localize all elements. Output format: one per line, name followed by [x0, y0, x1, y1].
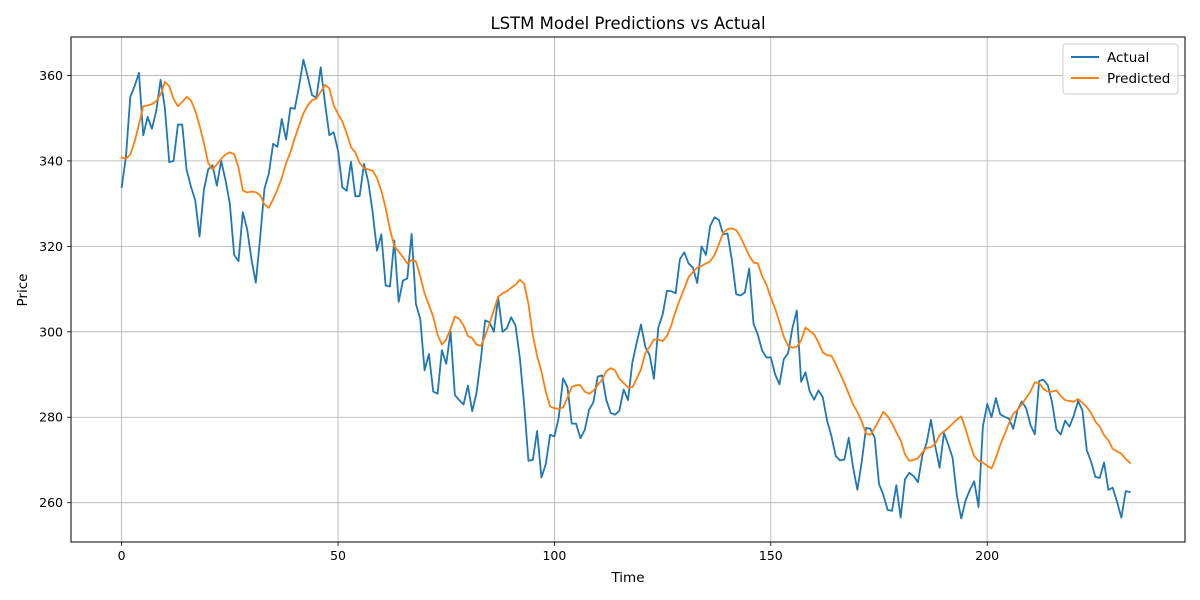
legend-label-predicted: Predicted	[1107, 71, 1170, 87]
series-line-predicted	[120, 80, 1131, 470]
x-tick-label: 50	[330, 548, 346, 563]
y-axis: 260 280 300 320 340 360	[39, 68, 71, 510]
legend: Actual Predicted	[1062, 43, 1179, 95]
x-tick-label: 100	[542, 548, 566, 563]
grid	[71, 37, 1185, 542]
x-tick-label: 200	[975, 548, 999, 563]
series-line-actual	[120, 58, 1131, 520]
y-tick-label: 360	[39, 68, 63, 83]
x-tick-label: 0	[118, 548, 126, 563]
x-axis-label: Time	[610, 570, 644, 586]
chart-title: LSTM Model Predictions vs Actual	[490, 14, 765, 33]
y-axis-label: Price	[15, 274, 31, 307]
y-tick-label: 300	[39, 324, 63, 339]
x-tick-label: 150	[759, 548, 783, 563]
y-tick-label: 340	[39, 153, 63, 168]
y-tick-label: 280	[39, 410, 63, 425]
plot-frame	[70, 36, 1186, 543]
series-lines	[120, 58, 1131, 520]
x-axis: 0 50 100 150 200	[118, 542, 999, 563]
y-tick-label: 320	[39, 239, 63, 254]
legend-label-actual: Actual	[1107, 50, 1149, 66]
y-tick-label: 260	[39, 495, 63, 510]
